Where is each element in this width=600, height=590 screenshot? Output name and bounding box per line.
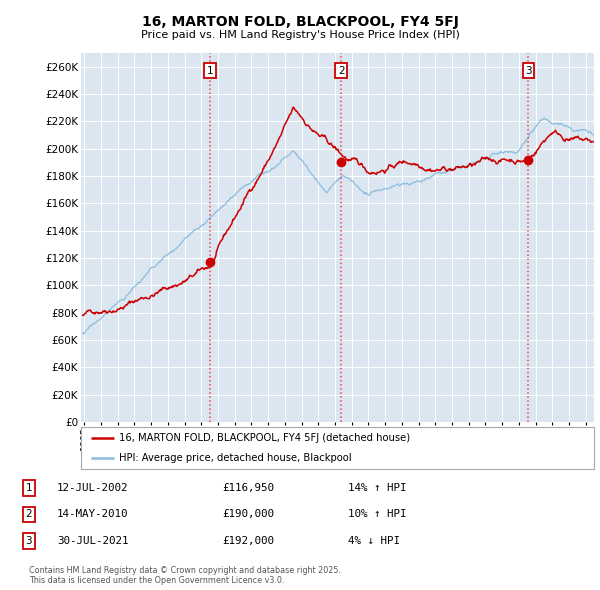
Text: Contains HM Land Registry data © Crown copyright and database right 2025.
This d: Contains HM Land Registry data © Crown c… [29, 566, 341, 585]
Text: 10% ↑ HPI: 10% ↑ HPI [348, 510, 407, 519]
Text: 1: 1 [25, 483, 32, 493]
Text: 14-MAY-2010: 14-MAY-2010 [57, 510, 128, 519]
Text: Price paid vs. HM Land Registry's House Price Index (HPI): Price paid vs. HM Land Registry's House … [140, 30, 460, 40]
Text: 3: 3 [25, 536, 32, 546]
Text: 30-JUL-2021: 30-JUL-2021 [57, 536, 128, 546]
Text: £190,000: £190,000 [222, 510, 274, 519]
Text: 1: 1 [207, 66, 214, 76]
Text: HPI: Average price, detached house, Blackpool: HPI: Average price, detached house, Blac… [119, 453, 352, 463]
Text: 4% ↓ HPI: 4% ↓ HPI [348, 536, 400, 546]
Text: 16, MARTON FOLD, BLACKPOOL, FY4 5FJ (detached house): 16, MARTON FOLD, BLACKPOOL, FY4 5FJ (det… [119, 433, 410, 443]
Text: £116,950: £116,950 [222, 483, 274, 493]
Text: 3: 3 [525, 66, 532, 76]
Text: 14% ↑ HPI: 14% ↑ HPI [348, 483, 407, 493]
Text: 2: 2 [25, 510, 32, 519]
Text: 12-JUL-2002: 12-JUL-2002 [57, 483, 128, 493]
Text: £192,000: £192,000 [222, 536, 274, 546]
Text: 2: 2 [338, 66, 344, 76]
Text: 16, MARTON FOLD, BLACKPOOL, FY4 5FJ: 16, MARTON FOLD, BLACKPOOL, FY4 5FJ [142, 15, 458, 29]
